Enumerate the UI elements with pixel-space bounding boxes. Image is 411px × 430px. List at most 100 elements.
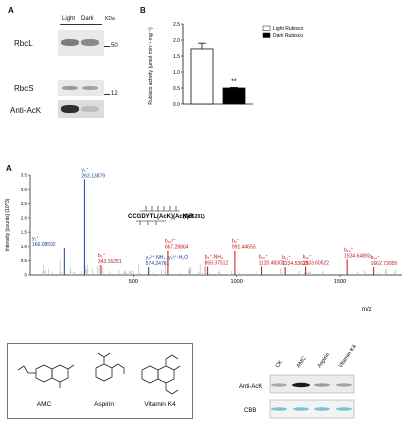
- legend-entry: Light Rubisco: [273, 26, 304, 32]
- rbcl-band-light: [61, 39, 79, 46]
- vitamin-k4-structure-icon: [141, 354, 181, 395]
- ack-band-light: [61, 105, 79, 113]
- ms-spectrum-chart: 0 0.5 1.0 1.5 2.0 2.5 3.0 3.5 500 1000 1500 y₁⁺166.…: [5, 167, 402, 313]
- anti-ack-strip: [269, 374, 355, 394]
- peak-ion-label: b₁₄⁺: [371, 255, 381, 261]
- blot-row-anti-ack: Anti-AcK: [239, 384, 262, 390]
- peak-mz-label: 1333.60522: [303, 260, 330, 266]
- anti-ack-band-vitamin-k4: [336, 383, 352, 387]
- peak-ion-label: y₅²⁺-NH₃, y₅²⁺-H₂O: [146, 255, 189, 261]
- cbb-band-vitamin-k4: [336, 407, 352, 411]
- panel-label-b: B: [140, 6, 146, 15]
- rbcl-marker-tick: [104, 46, 110, 47]
- spec-x-tick-label: 1000: [231, 279, 243, 285]
- compound-box: AMC Aspirin Vitamin K4: [7, 343, 193, 419]
- panel-label-a: A: [8, 6, 14, 15]
- spec-y-tick-label: 3.0: [21, 187, 28, 192]
- peak-mz-label: 263.13879: [81, 173, 105, 179]
- spectrum-plot: 0 0.5 1.0 1.5 2.0 2.5 3.0 3.5 500 1000 1500 y₁⁺166.…: [21, 167, 402, 285]
- blot-lane-ck: CK: [275, 359, 284, 369]
- peak-mz-label: 166.08592: [32, 242, 56, 248]
- panel-label-a-spectrum: A: [6, 164, 12, 173]
- peak-mz-label: 1534.64893: [344, 253, 371, 259]
- blot-lane-vitamin-k4: Vitamin K4: [338, 344, 358, 369]
- rbcs-marker-tick: [104, 94, 110, 95]
- rbcl-marker: 50: [111, 43, 118, 49]
- peak-ion-label: b₁₃⁺: [344, 247, 354, 253]
- peak-mz-label: 667.28864: [165, 245, 189, 251]
- blot-row-cbb: CBB: [244, 408, 256, 414]
- fragment-ladder: [136, 206, 180, 225]
- rbcs-label: RbcS: [14, 84, 34, 93]
- rbcs-band-dark: [82, 86, 98, 90]
- spec-y-tick-label: 1.0: [21, 244, 28, 249]
- anti-ack-band-aspirin: [314, 383, 330, 387]
- kda-label: KDa: [105, 16, 115, 22]
- y-axis-label: Rubisco activity (μmol·min⁻¹·mg⁻¹): [148, 27, 154, 105]
- ack-band-dark: [81, 106, 99, 112]
- peak-mz-label: 1662.73059: [371, 261, 398, 267]
- rbcl-label: RbcL: [14, 39, 33, 48]
- lane-label-dark: Dark: [81, 16, 94, 22]
- spec-x-tick-label: 1500: [334, 279, 346, 285]
- compound-label-amc: AMC: [37, 401, 52, 408]
- peak-mz-label: 1120.48303: [259, 260, 285, 266]
- cbb-band-aspirin: [314, 407, 330, 411]
- peak-ion-label: b₁₂²⁺: [165, 239, 176, 245]
- anti-ack-band-amc: [292, 382, 310, 388]
- cbb-band-amc: [293, 407, 309, 411]
- blot-lane-aspirin: Aspirin: [317, 352, 332, 369]
- bar-y-tick-label: 2.5: [173, 22, 180, 28]
- spectrum-y-axis-label: Intensity [counts] (10^3): [5, 198, 11, 251]
- spectrum-x-axis-label: m/z: [362, 307, 372, 313]
- bar-dark: [222, 87, 246, 105]
- rbcs-blot: [58, 80, 104, 96]
- rbcs-marker: 12: [111, 91, 118, 97]
- bar-y-tick-label: 1.0: [173, 70, 180, 76]
- bar-y-tick-label: 0.5: [173, 86, 180, 92]
- aspirin-structure-icon: [95, 352, 125, 382]
- peak-ion-label: b₉⁺: [232, 239, 240, 245]
- spec-x-tick-label: 500: [129, 279, 138, 285]
- peak-ion-label: y₁⁺: [32, 236, 39, 242]
- amc-structure-icon: [17, 364, 75, 388]
- peak-mz-label: 343.16251: [98, 259, 122, 265]
- spec-y-tick-label: 2.0: [21, 215, 28, 220]
- anti-ack-band-ck: [271, 383, 287, 387]
- blot-lane-amc: AMC: [296, 356, 308, 369]
- cbb-strip: [269, 399, 355, 419]
- peak-mz-label: 1234.53625: [282, 261, 309, 267]
- legend-swatch: [262, 25, 271, 31]
- peak-mz-label: 859.37512: [205, 260, 229, 266]
- peak-ion-label: b₁₀⁺: [259, 254, 269, 260]
- spec-y-tick-label: 1.5: [21, 230, 28, 235]
- legend-swatch: [262, 32, 271, 38]
- bar-y-tick-label: 2.0: [173, 38, 180, 44]
- spec-y-tick-label: 2.5: [21, 201, 28, 206]
- bar-y-tick-label: 1.5: [173, 54, 180, 60]
- bar-y-tick-label: 0.0: [173, 102, 180, 108]
- compound-structures: AMC Aspirin Vitamin K4: [17, 352, 181, 408]
- cbb-band-ck: [271, 407, 287, 411]
- rbcs-band-light: [62, 86, 78, 90]
- legend-entry: Dark Rubisco: [273, 33, 303, 39]
- peptide-sequence: CCGDYTL(AcK)(AcK)R: [128, 214, 194, 220]
- spec-y-tick-label: 3.5: [21, 173, 28, 178]
- compound-treatment-blot: CK AMC Aspirin Vitamin K4 Anti-AcK CBB: [239, 344, 358, 419]
- peak-mz-label: 574.24761: [146, 261, 170, 267]
- acetylation-site-label: (AcK201): [183, 214, 205, 220]
- lane-label-light: Light: [62, 16, 76, 22]
- compound-label-vitamin-k4: Vitamin K4: [144, 401, 176, 408]
- bar-light: [190, 48, 214, 105]
- ack-blot: [58, 100, 104, 118]
- rbcl-band-dark: [81, 39, 99, 46]
- significance-annotation: **: [231, 78, 237, 85]
- peak-mz-label: 991.44653: [232, 245, 256, 251]
- compound-label-aspirin: Aspirin: [94, 401, 114, 408]
- peak-ion-label: b₈⁺-NH₃: [205, 254, 223, 260]
- ack-label: Anti-AcK: [10, 106, 42, 115]
- spec-y-tick-label: 0: [24, 273, 27, 278]
- peak-ion-label: y₂⁺: [81, 167, 88, 173]
